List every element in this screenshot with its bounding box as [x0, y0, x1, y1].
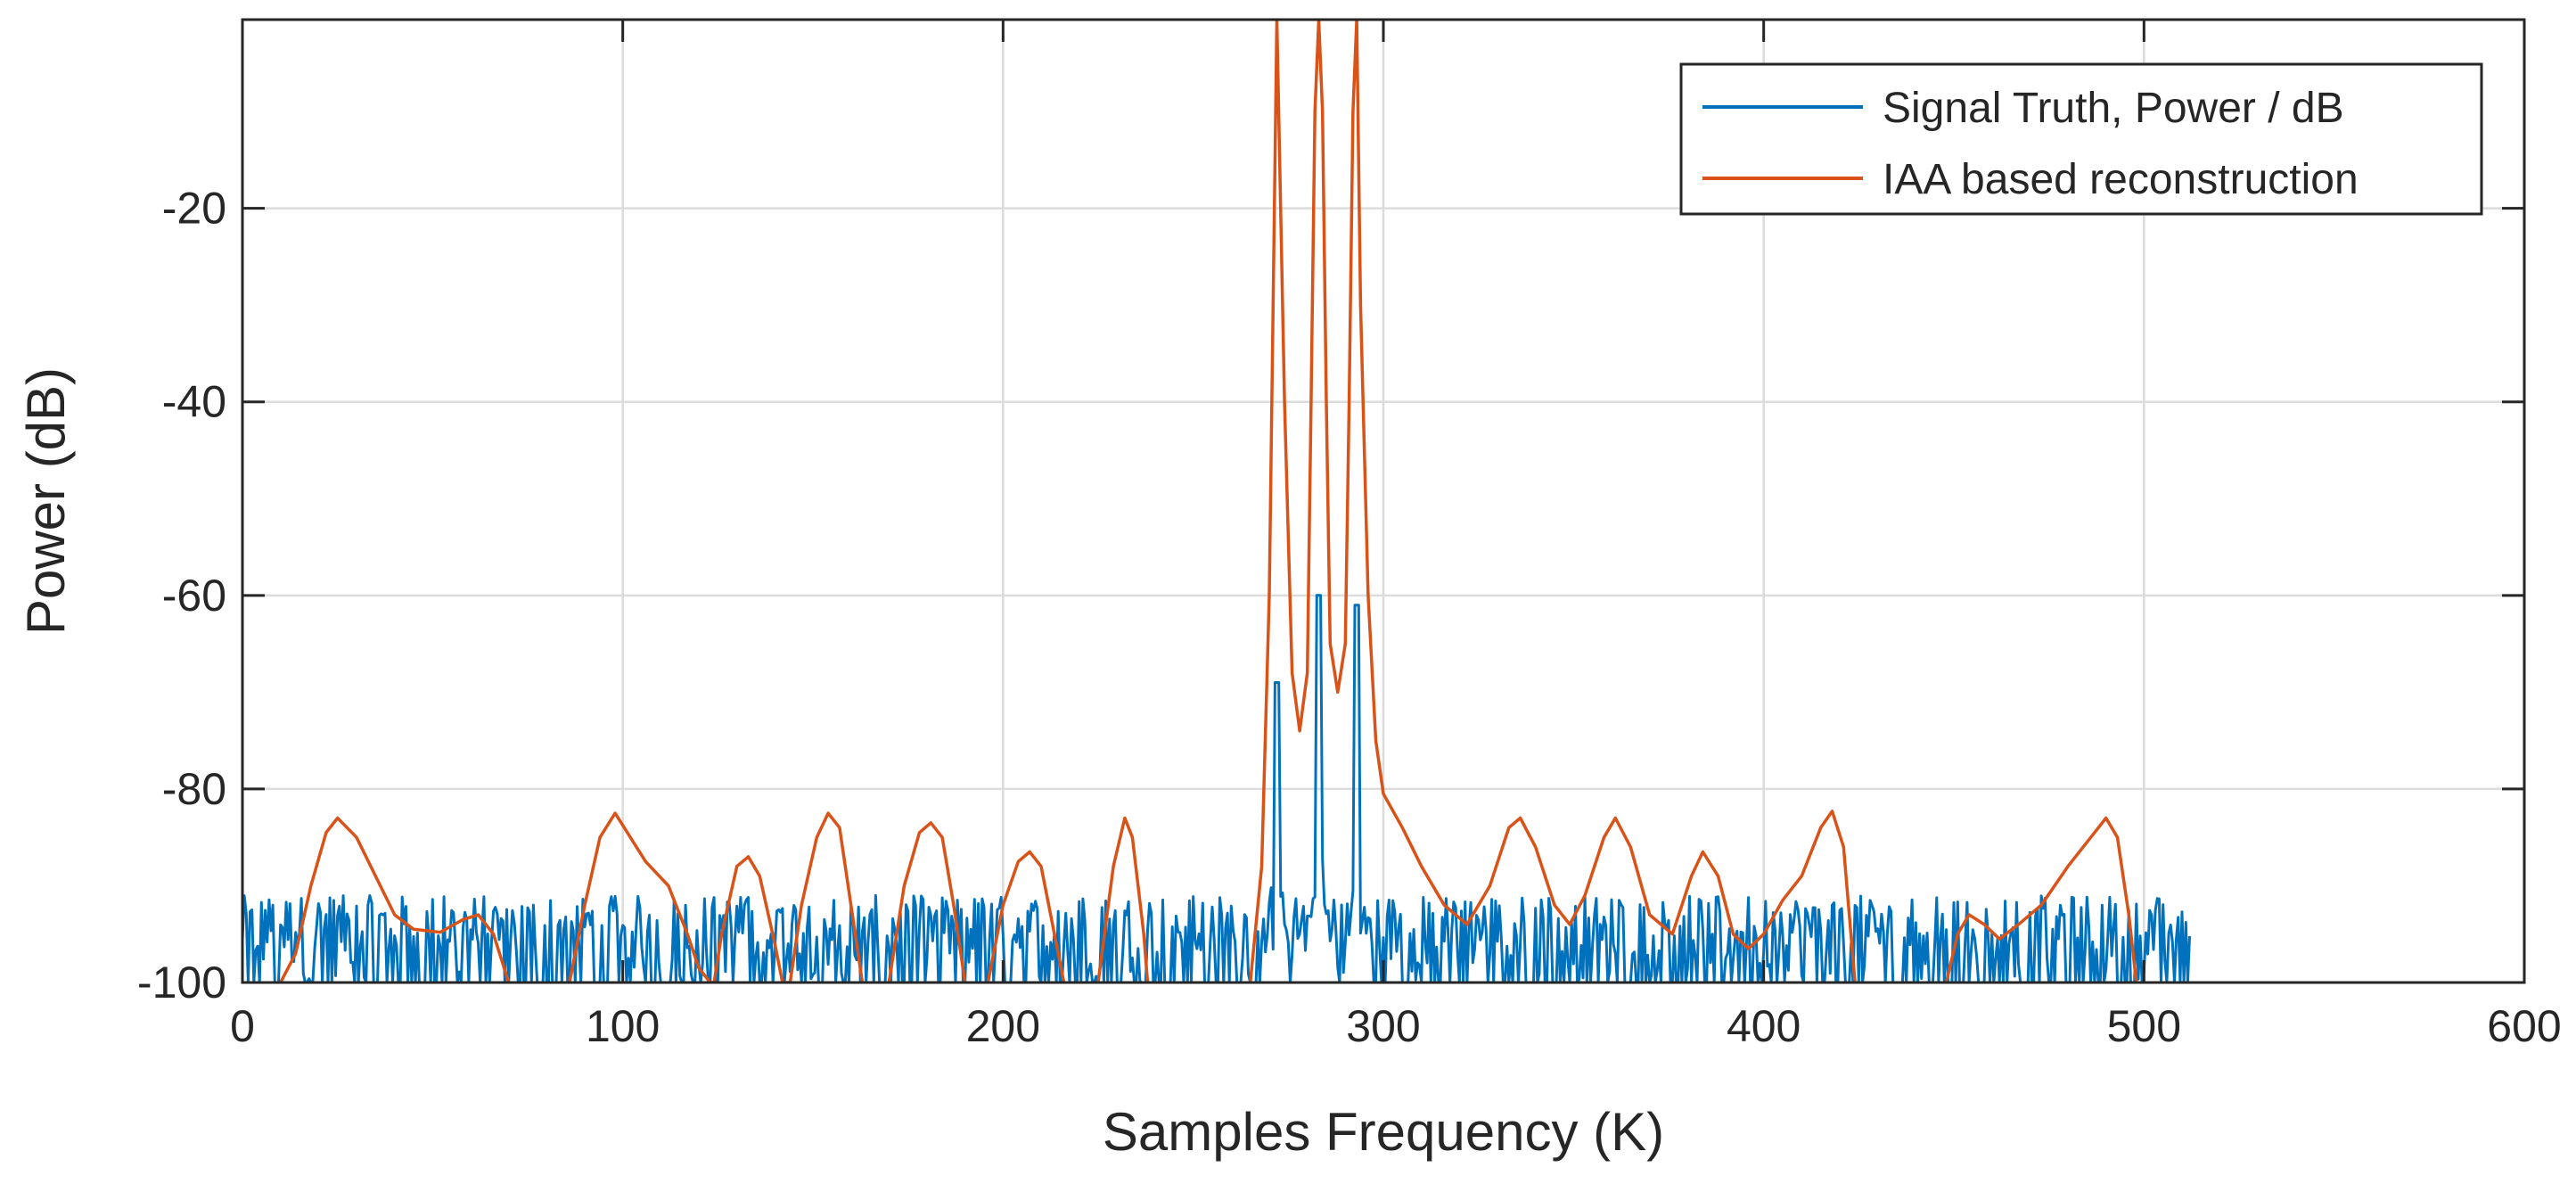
legend-entry-signal-truth: Signal Truth, Power / dB — [1883, 85, 2344, 132]
x-axis-label: Samples Frequency (K) — [1103, 1102, 1664, 1162]
series-iaa-reconstruction — [279, 20, 2138, 983]
legend: Signal Truth, Power / dB IAA based recon… — [1679, 62, 2483, 216]
x-tick-label: 400 — [1727, 1001, 1801, 1051]
y-tick-label: -80 — [162, 764, 226, 814]
x-tick-label: 100 — [586, 1001, 660, 1051]
legend-box — [1679, 62, 2483, 216]
series-signal-truth — [242, 594, 2191, 983]
y-tick-label: -60 — [162, 571, 226, 621]
y-tick-label: -100 — [137, 958, 226, 1007]
x-tick-label: 300 — [1346, 1001, 1420, 1051]
x-tick-label: 0 — [230, 1001, 255, 1051]
legend-entry-iaa-reconstruction: IAA based reconstruction — [1883, 156, 2359, 203]
y-tick-label: -40 — [162, 377, 226, 427]
y-tick-label: -20 — [162, 184, 226, 234]
x-tick-label: 200 — [966, 1001, 1040, 1051]
x-tick-label: 600 — [2487, 1001, 2561, 1051]
x-tick-label: 500 — [2107, 1001, 2181, 1051]
y-axis-label: Power (dB) — [16, 367, 76, 635]
